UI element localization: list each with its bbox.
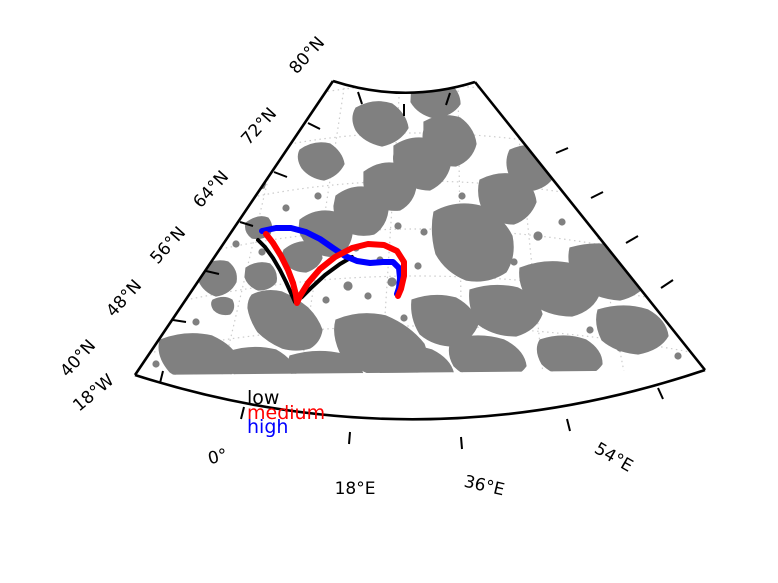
track-low bbox=[256, 238, 354, 304]
lon-label-0: 0° bbox=[206, 445, 230, 469]
legend-label-low: low bbox=[247, 387, 279, 409]
lon-label-18e: 18°E bbox=[335, 479, 376, 499]
track-high bbox=[259, 225, 403, 297]
lat-label-64n: 64°N bbox=[190, 167, 234, 212]
map-interior bbox=[135, 81, 705, 375]
legend: low medium high bbox=[247, 387, 325, 438]
lon-label-54e: 54°E bbox=[591, 439, 636, 477]
lat-label-48n: 48°N bbox=[103, 276, 147, 321]
lat-label-40n: 40°N bbox=[57, 336, 101, 381]
lat-label-80n: 80°N bbox=[286, 33, 330, 78]
map-border bbox=[133, 79, 707, 421]
storm-tracks bbox=[256, 225, 407, 306]
track-medium bbox=[263, 231, 407, 306]
lat-label-56n: 56°N bbox=[147, 223, 191, 268]
legend-label-medium: medium bbox=[247, 402, 325, 424]
lon-label-36e: 36°E bbox=[462, 472, 506, 501]
legend-label-high: high bbox=[247, 416, 288, 438]
lat-label-72n: 72°N bbox=[238, 104, 282, 149]
longitude-tick-labels: 18°W 0° 18°E 36°E 54°E bbox=[69, 370, 636, 500]
border-ticks bbox=[159, 91, 674, 450]
lon-label-18w: 18°W bbox=[69, 370, 118, 416]
